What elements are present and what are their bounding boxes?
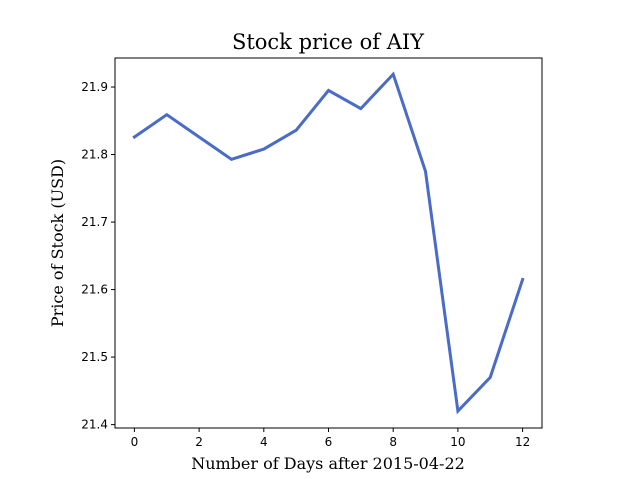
y-axis-label: Price of Stock (USD)	[48, 159, 67, 327]
chart-title: Stock price of AIY	[232, 30, 425, 54]
plot-area: 0 2 4 6 8 10 12 21.4 21.5 21.6 21.7 21.8 21.9	[81, 57, 543, 449]
x-tick-label: 12	[515, 435, 530, 449]
x-tick-label: 0	[131, 435, 139, 449]
y-tick-label: 21.6	[81, 283, 108, 297]
x-tick-label: 6	[325, 435, 333, 449]
x-axis-label: Number of Days after 2015-04-22	[191, 454, 465, 473]
x-tick-label: 8	[389, 435, 397, 449]
x-tick-label: 10	[450, 435, 465, 449]
series-line	[132, 71, 525, 415]
y-tick-label: 21.4	[81, 418, 108, 432]
y-tick-label: 21.8	[81, 148, 108, 162]
x-tick-label: 4	[260, 435, 268, 449]
y-tick-label: 21.7	[81, 215, 108, 229]
plot-frame	[114, 57, 543, 429]
x-tick-label: 2	[195, 435, 203, 449]
y-tick-label: 21.5	[81, 350, 108, 364]
y-tick-label: 21.9	[81, 80, 108, 94]
